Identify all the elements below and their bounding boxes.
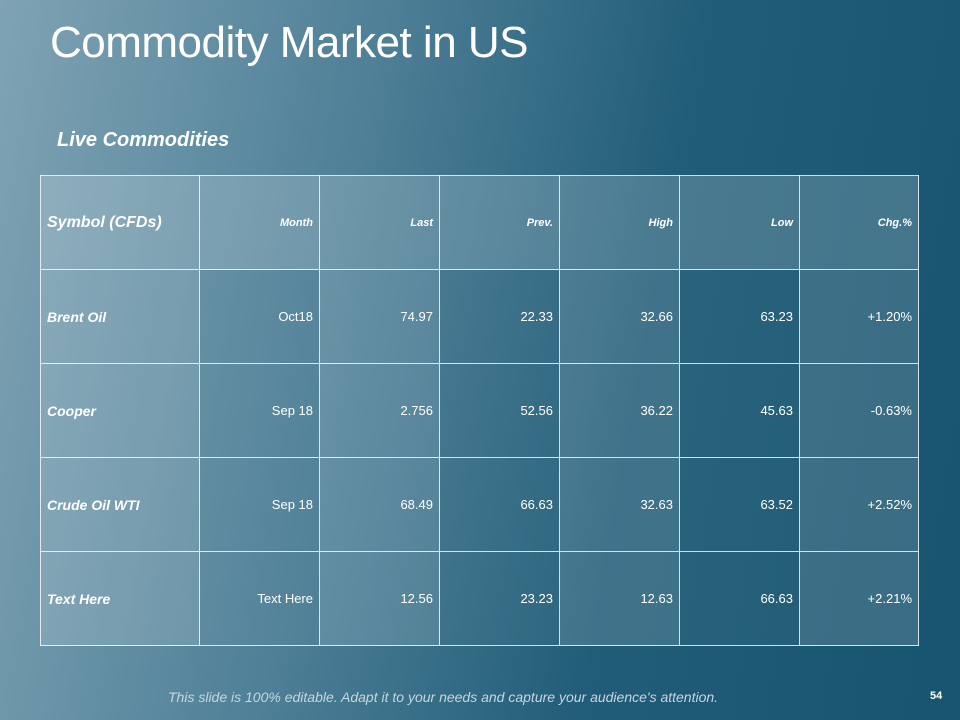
column-header: High: [559, 175, 680, 270]
table-cell: 52.56: [439, 363, 560, 458]
table-cell: 2.756: [319, 363, 440, 458]
table-cell: Oct18: [199, 269, 320, 364]
table-cell: 36.22: [559, 363, 680, 458]
table-cell: +2.52%: [799, 457, 919, 552]
table-cell: Text Here: [199, 551, 320, 646]
table-cell: 32.63: [559, 457, 680, 552]
table-row: Crude Oil WTI Sep 18 68.49 66.63 32.63 63.52 +…: [40, 457, 919, 552]
table-cell: 66.63: [439, 457, 560, 552]
title: Commodity Market in US: [50, 18, 529, 67]
table-cell: 12.63: [559, 551, 680, 646]
table-cell: 63.23: [679, 269, 800, 364]
table-row: Text Here Text Here 12.56 23.23 12.63 66.63 +2…: [40, 551, 919, 646]
commodity-table: Symbol (CFDs) Month Last Prev. High Low Chg.% …: [40, 175, 919, 646]
column-header: Chg.%: [799, 175, 919, 270]
table-cell: 68.49: [319, 457, 440, 552]
table-cell: 74.97: [319, 269, 440, 364]
column-header: Last: [319, 175, 440, 270]
table-cell: 22.33: [439, 269, 560, 364]
row-label: Cooper: [40, 363, 200, 458]
table-cell: +1.20%: [799, 269, 919, 364]
table-cell: -0.63%: [799, 363, 919, 458]
table-row: Cooper Sep 18 2.756 52.56 36.22 45.63 -0.63%: [40, 363, 919, 458]
table-body: Brent Oil Oct18 74.97 22.33 32.66 63.23 +1.20%…: [40, 269, 919, 646]
header-row: Symbol (CFDs) Month Last Prev. High Low Chg.%: [40, 175, 919, 270]
row-label: Text Here: [40, 551, 200, 646]
column-header: Low: [679, 175, 800, 270]
row-label: Crude Oil WTI: [40, 457, 200, 552]
table-cell: 63.52: [679, 457, 800, 552]
table-cell: Sep 18: [199, 363, 320, 458]
table-cell: Sep 18: [199, 457, 320, 552]
footer-note: This slide is 100% editable. Adapt it to…: [168, 689, 719, 705]
table-cell: 66.63: [679, 551, 800, 646]
row-label: Brent Oil: [40, 269, 200, 364]
table-cell: 23.23: [439, 551, 560, 646]
column-header: Month: [199, 175, 320, 270]
table-cell: 32.66: [559, 269, 680, 364]
subtitle: Live Commodities: [57, 129, 230, 151]
table-row: Brent Oil Oct18 74.97 22.33 32.66 63.23 +1.20%: [40, 269, 919, 364]
table-cell: 45.63: [679, 363, 800, 458]
table-cell: +2.21%: [799, 551, 919, 646]
table-cell: 12.56: [319, 551, 440, 646]
column-header: Symbol (CFDs): [40, 175, 200, 270]
column-header: Prev.: [439, 175, 560, 270]
page-number: 54: [930, 690, 943, 702]
